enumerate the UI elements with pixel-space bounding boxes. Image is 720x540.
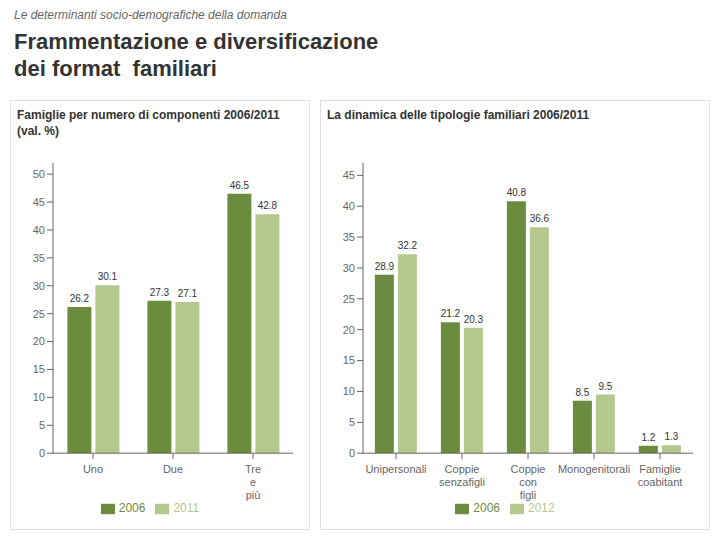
svg-text:5: 5 [349,416,355,428]
svg-text:25: 25 [33,308,45,320]
svg-text:Unipersonali: Unipersonali [365,463,426,475]
svg-text:9.5: 9.5 [598,381,612,392]
svg-text:15: 15 [33,363,45,375]
svg-text:30: 30 [33,280,45,292]
svg-text:Coppieconfigli: Coppieconfigli [511,463,546,501]
html-text:2006: 2006 [473,501,500,516]
svg-text:20: 20 [33,335,45,347]
svg-text:10: 10 [33,391,45,403]
svg-text:8.5: 8.5 [575,387,589,398]
html-text:2006: 2006 [118,501,146,516]
svg-text:20.3: 20.3 [464,314,484,325]
svg-text:0: 0 [39,447,45,459]
svg-text:25: 25 [343,293,355,305]
svg-text:0: 0 [349,447,355,459]
svg-text:35: 35 [343,231,355,243]
html-text:2011: 2011 [173,501,200,516]
html-text:Frammentazione e diversificazi: Frammentazione e diversificazione [14,29,379,54]
svg-text:15: 15 [343,354,355,366]
svg-text:30.1: 30.1 [98,271,118,282]
html-text:2012: 2012 [528,501,555,516]
svg-text:1.2: 1.2 [641,432,655,443]
html-text:La dinamica delle tipologie fa: La dinamica delle tipologie familiari 20… [327,108,590,122]
svg-text:20: 20 [343,324,355,336]
svg-text:21.2: 21.2 [441,308,461,319]
svg-text:46.5: 46.5 [230,180,250,191]
svg-text:1.3: 1.3 [664,431,678,442]
svg-text:Coppiesenzafigli: Coppiesenzafigli [439,463,485,488]
svg-text:Treepiù: Treepiù [245,463,261,501]
svg-text:Uno: Uno [83,463,103,475]
html-text:Le determinanti socio-demograf: Le determinanti socio-demografiche della… [14,8,287,22]
svg-text:5: 5 [39,419,45,431]
svg-text:27.1: 27.1 [178,288,198,299]
svg-text:36.6: 36.6 [530,213,550,224]
svg-text:27.3: 27.3 [150,287,170,298]
svg-text:28.9: 28.9 [375,261,395,272]
svg-text:Monogenitorali: Monogenitorali [558,463,630,475]
svg-text:10: 10 [343,385,355,397]
svg-text:45: 45 [33,196,45,208]
svg-text:45: 45 [343,169,355,181]
html-text:Famiglie per numero di compone: Famiglie per numero di componenti 2006/2… [17,108,280,138]
svg-text:40: 40 [33,224,45,236]
svg-text:40.8: 40.8 [507,187,527,198]
svg-text:30: 30 [343,262,355,274]
html-text:dei format familiari: dei format familiari [14,56,217,81]
svg-text:Due: Due [163,463,183,475]
svg-text:50: 50 [33,168,45,180]
svg-text:Famigliecoabitant: Famigliecoabitant [638,463,683,488]
svg-text:40: 40 [343,200,355,212]
svg-text:35: 35 [33,252,45,264]
svg-text:42.8: 42.8 [258,200,278,211]
svg-text:32.2: 32.2 [398,240,418,251]
svg-text:26.2: 26.2 [70,293,90,304]
